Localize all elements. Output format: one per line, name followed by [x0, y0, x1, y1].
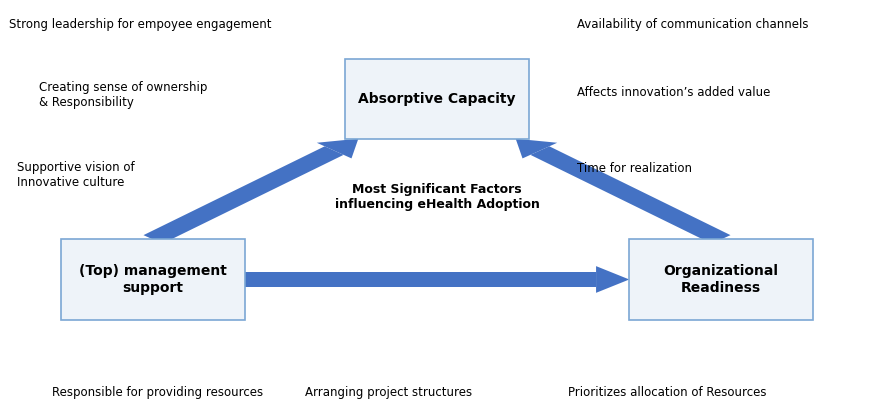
Text: Strong leadership for empoyee engagement: Strong leadership for empoyee engagement [9, 18, 271, 31]
FancyBboxPatch shape [61, 239, 245, 320]
Polygon shape [143, 146, 343, 244]
Polygon shape [245, 272, 596, 287]
Polygon shape [316, 139, 358, 158]
Text: Affects innovation’s added value: Affects innovation’s added value [577, 86, 770, 99]
Text: Most Significant Factors
influencing eHealth Adoption: Most Significant Factors influencing eHe… [335, 183, 539, 211]
Text: Responsible for providing resources: Responsible for providing resources [52, 386, 264, 399]
Text: Availability of communication channels: Availability of communication channels [577, 18, 808, 31]
Text: Organizational
Readiness: Organizational Readiness [663, 264, 779, 295]
Text: Prioritizes allocation of Resources: Prioritizes allocation of Resources [568, 386, 766, 399]
FancyBboxPatch shape [345, 59, 529, 139]
Text: Creating sense of ownership
& Responsibility: Creating sense of ownership & Responsibi… [39, 81, 208, 109]
Text: (Top) management
support: (Top) management support [79, 264, 227, 295]
Polygon shape [531, 146, 731, 244]
Text: Arranging project structures: Arranging project structures [305, 386, 473, 399]
FancyBboxPatch shape [629, 239, 813, 320]
Polygon shape [596, 266, 629, 293]
Polygon shape [516, 139, 558, 158]
Text: Absorptive Capacity: Absorptive Capacity [358, 92, 516, 106]
Text: Supportive vision of
Innovative culture: Supportive vision of Innovative culture [17, 161, 135, 189]
Text: Time for realization: Time for realization [577, 162, 692, 175]
